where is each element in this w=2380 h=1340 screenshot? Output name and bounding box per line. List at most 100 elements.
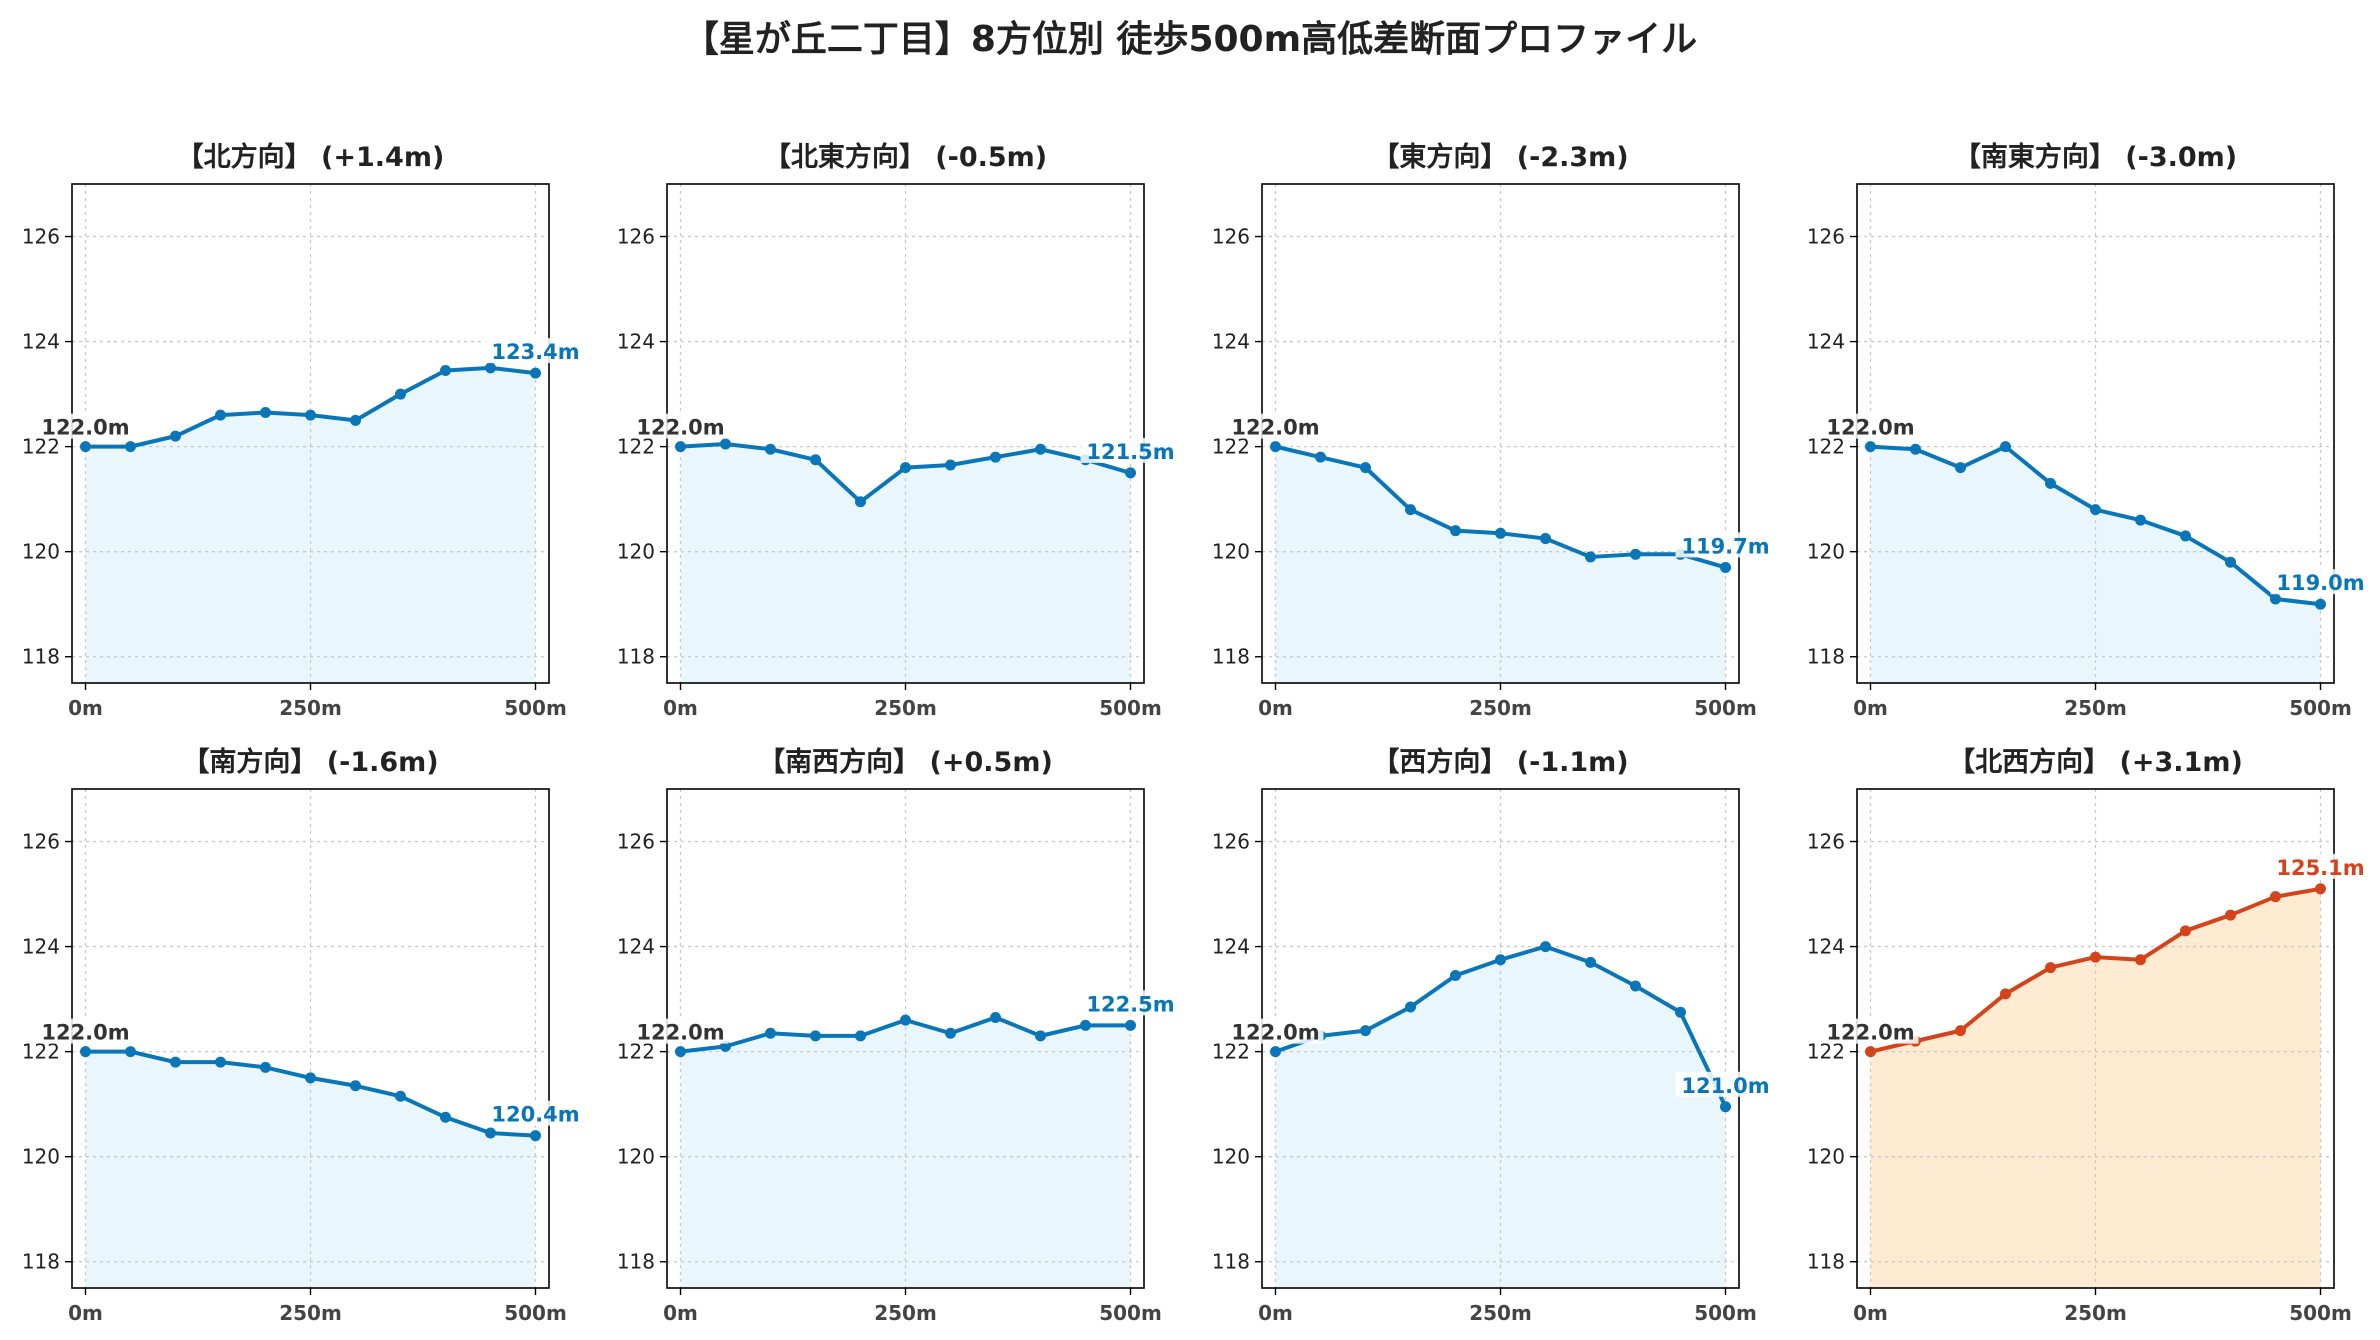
x-tick-label: 0m — [1853, 696, 1888, 720]
x-tick-label: 250m — [1469, 1301, 1532, 1325]
data-point — [215, 1056, 226, 1068]
data-point — [1125, 1019, 1136, 1031]
end-elevation-label: 121.0m — [1681, 1074, 1769, 1098]
data-point — [855, 1030, 866, 1042]
data-point — [80, 441, 91, 453]
area-fill — [680, 1017, 1131, 1288]
panel-title: 【南東方向】 (-3.0m) — [1954, 141, 2237, 173]
data-point — [2180, 925, 2191, 937]
y-tick-label: 124 — [22, 935, 60, 959]
y-tick-label: 120 — [617, 1145, 655, 1169]
data-point — [440, 1111, 451, 1123]
data-point — [395, 388, 406, 400]
data-point — [1315, 451, 1326, 463]
data-point — [2000, 988, 2011, 1000]
data-point — [810, 454, 821, 466]
y-tick-label: 120 — [1807, 1145, 1845, 1169]
y-tick-label: 126 — [1212, 225, 1250, 249]
data-point — [1865, 1046, 1876, 1058]
start-elevation-label: 122.0m — [1826, 416, 1914, 440]
x-tick-label: 250m — [2064, 696, 2127, 720]
y-tick-label: 126 — [617, 830, 655, 854]
data-point — [1540, 941, 1551, 953]
start-label-bg — [1229, 413, 1324, 439]
end-elevation-label: 121.5m — [1086, 440, 1174, 464]
data-point — [440, 364, 451, 376]
data-point — [720, 438, 731, 450]
end-elevation-label: 119.7m — [1681, 534, 1769, 558]
start-label-bg — [39, 1018, 134, 1044]
panel-title: 【北東方向】 (-0.5m) — [764, 141, 1047, 173]
area-fill — [1870, 888, 2321, 1288]
data-point — [1360, 462, 1371, 474]
data-point — [1405, 504, 1416, 516]
data-point — [2225, 909, 2236, 921]
data-point — [1720, 1101, 1731, 1113]
figure-title: 【星が丘二丁目】8方位別 徒歩500m高低差断面プロファイル — [682, 19, 1698, 60]
y-tick-label: 124 — [617, 330, 655, 354]
y-tick-label: 118 — [1212, 645, 1250, 669]
data-point — [900, 462, 911, 474]
x-tick-label: 500m — [504, 1301, 567, 1325]
data-point — [1955, 462, 1966, 474]
data-point — [1405, 1001, 1416, 1013]
x-tick-label: 250m — [874, 1301, 937, 1325]
x-tick-label: 0m — [68, 696, 103, 720]
y-tick-label: 118 — [617, 645, 655, 669]
y-tick-label: 120 — [617, 540, 655, 564]
start-label-bg — [634, 413, 729, 439]
data-point — [125, 1046, 136, 1058]
y-tick-label: 126 — [1807, 225, 1845, 249]
y-tick-label: 124 — [1212, 330, 1250, 354]
start-label-bg — [1824, 1018, 1919, 1044]
end-elevation-label: 119.0m — [2276, 571, 2364, 595]
data-point — [1450, 525, 1461, 537]
panel-title: 【東方向】 (-2.3m) — [1372, 141, 1628, 173]
data-point — [1495, 954, 1506, 966]
x-tick-label: 500m — [2289, 1301, 2352, 1325]
data-point — [675, 1046, 686, 1058]
data-point — [170, 1056, 181, 1068]
data-point — [1865, 441, 1876, 453]
panel-title: 【北西方向】 (+3.1m) — [1948, 746, 2243, 778]
start-elevation-label: 122.0m — [1231, 1021, 1319, 1045]
data-point — [2000, 441, 2011, 453]
end-elevation-label: 120.4m — [491, 1103, 579, 1127]
x-tick-label: 500m — [1694, 1301, 1757, 1325]
data-point — [900, 1014, 911, 1026]
y-tick-label: 118 — [22, 645, 60, 669]
y-tick-label: 126 — [1807, 830, 1845, 854]
data-point — [260, 1061, 271, 1073]
x-tick-label: 500m — [1099, 696, 1162, 720]
data-point — [855, 496, 866, 508]
start-label-bg — [634, 1018, 729, 1044]
data-point — [1955, 1025, 1966, 1037]
x-tick-label: 0m — [663, 696, 698, 720]
data-point — [2135, 514, 2146, 526]
start-label-bg — [1824, 413, 1919, 439]
end-label-bg — [2270, 569, 2369, 595]
data-point — [350, 1080, 361, 1092]
data-point — [945, 459, 956, 471]
x-tick-label: 0m — [663, 1301, 698, 1325]
data-point — [1035, 443, 1046, 455]
data-point — [530, 367, 541, 379]
start-elevation-label: 122.0m — [1231, 416, 1319, 440]
end-label-bg — [2270, 853, 2369, 879]
data-point — [2225, 556, 2236, 568]
x-tick-label: 250m — [279, 1301, 342, 1325]
x-tick-label: 250m — [279, 696, 342, 720]
end-elevation-label: 125.1m — [2276, 856, 2364, 880]
data-point — [2045, 477, 2056, 489]
y-tick-label: 126 — [22, 225, 60, 249]
y-tick-label: 126 — [22, 830, 60, 854]
y-tick-label: 124 — [617, 935, 655, 959]
x-tick-label: 0m — [1258, 1301, 1293, 1325]
data-point — [990, 451, 1001, 463]
y-tick-label: 124 — [1807, 935, 1845, 959]
